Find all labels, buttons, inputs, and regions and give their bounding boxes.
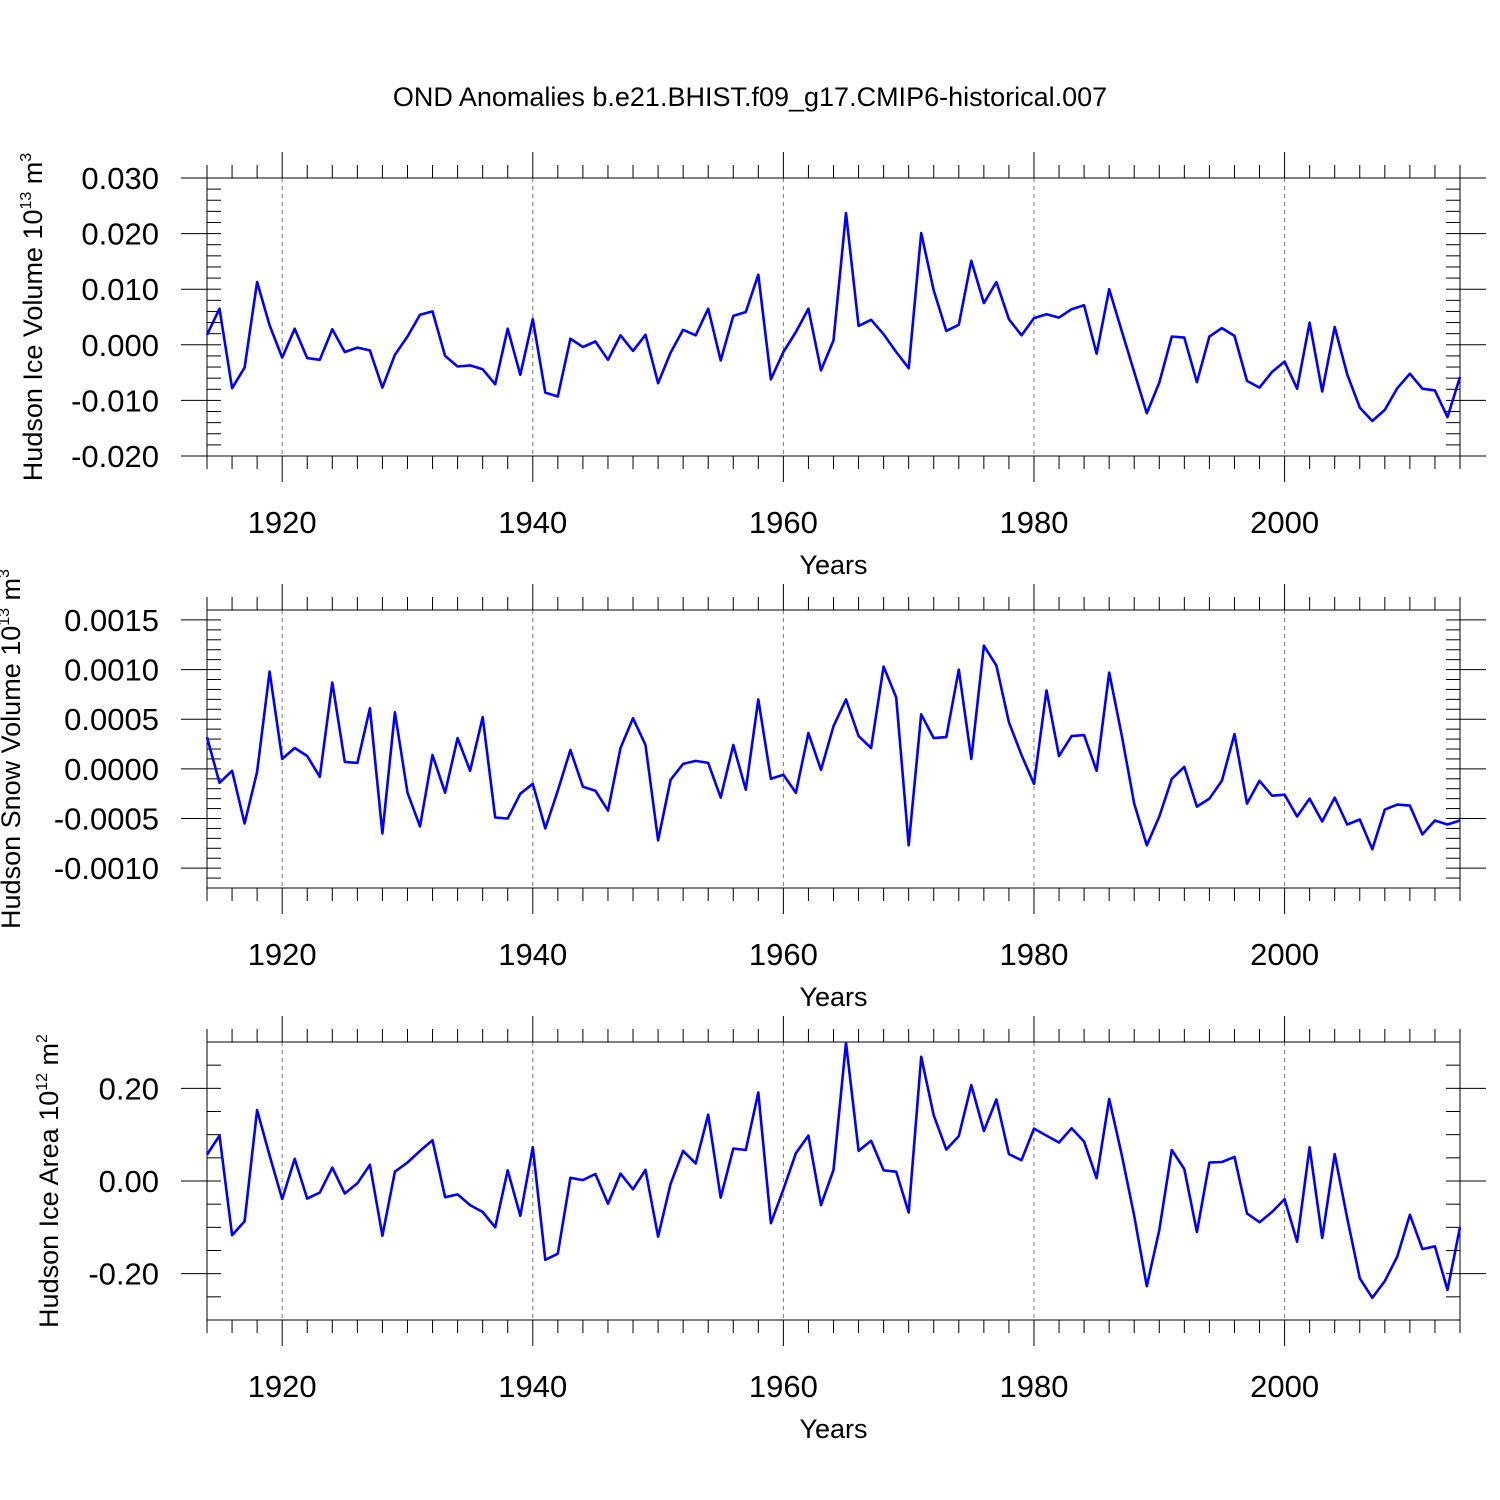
x-tick-label: 1960 (749, 1369, 818, 1404)
panel-snow-volume: 1920 1940 1960 1980 2000 Years -0.0010 -0.0005 0… (0, 569, 1486, 1012)
x-tick-label: 2000 (1250, 1369, 1319, 1404)
y-axis-label-unit: m (0, 578, 26, 608)
y-tick-label: 0.020 (81, 217, 159, 252)
y-tick-label: 0.000 (81, 328, 159, 363)
x-axis-label: Years (799, 550, 867, 580)
y-tick-label: -0.020 (71, 439, 159, 474)
y-axis-label: Hudson Snow Volume 1013 m3 (0, 569, 26, 929)
y-tick-label: 0.030 (81, 161, 159, 196)
y-axis-label-unit-exponent: 2 (34, 1034, 51, 1043)
x-tick-label: 2000 (1250, 937, 1319, 972)
y-axis-label-exponent: 12 (34, 1073, 51, 1091)
x-axis-label: Years (799, 1414, 867, 1444)
x-tick-label: 1940 (498, 937, 567, 972)
x-axis-label: Years (799, 982, 867, 1012)
y-axis-label-main: Hudson Snow Volume 10 (0, 626, 26, 929)
y-tick-label: 0.0000 (64, 752, 159, 787)
y-tick-label: -0.0010 (54, 851, 159, 886)
x-tick-label: 1980 (999, 1369, 1068, 1404)
y-axis-label-unit-exponent: 3 (18, 153, 35, 162)
y-axis-label: Hudson Ice Area 1012 m2 (34, 1034, 64, 1328)
y-tick-label: 0.0010 (64, 653, 159, 688)
x-tick-label: 1980 (999, 937, 1068, 972)
panel-ice-volume: 1920 1940 1960 1980 2000 Years -0.020 -0.010 0.0… (18, 152, 1486, 580)
y-tick-label: -0.0005 (54, 802, 159, 837)
y-axis-label-unit: m (34, 1043, 64, 1073)
y-tick-label: -0.20 (88, 1257, 159, 1292)
y-tick-label: -0.010 (71, 383, 159, 418)
y-axis-label-exponent: 13 (0, 608, 13, 626)
y-tick-label: 0.00 (99, 1164, 159, 1199)
x-tick-label: 1980 (999, 505, 1068, 540)
y-axis-label-unit: m (18, 162, 48, 192)
x-tick-label: 2000 (1250, 505, 1319, 540)
y-axis-label-main: Hudson Ice Volume 10 (18, 210, 48, 482)
x-tick-label: 1960 (749, 937, 818, 972)
y-tick-label: 0.20 (99, 1071, 159, 1106)
y-tick-label: 0.010 (81, 272, 159, 307)
x-tick-label: 1920 (248, 1369, 317, 1404)
x-tick-label: 1960 (749, 505, 818, 540)
x-tick-label: 1920 (248, 505, 317, 540)
panel-ice-area: 1920 1940 1960 1980 2000 Years -0.20 0.00 0.20 Hu… (34, 1016, 1486, 1444)
y-tick-label: 0.0015 (64, 603, 159, 638)
series-line-snow-volume (205, 644, 1461, 851)
y-tick-label: 0.0005 (64, 702, 159, 737)
y-axis-label: Hudson Ice Volume 1013 m3 (18, 153, 48, 481)
series-line-ice-volume (205, 211, 1462, 423)
y-axis-label-exponent: 13 (18, 192, 35, 210)
x-tick-label: 1940 (498, 1369, 567, 1404)
series-line-ice-area (205, 1041, 1462, 1300)
x-tick-label: 1940 (498, 505, 567, 540)
y-axis-label-main: Hudson Ice Area 10 (34, 1091, 64, 1328)
chart-title: OND Anomalies b.e21.BHIST.f09_g17.CMIP6-… (393, 82, 1107, 112)
x-tick-label: 1920 (248, 937, 317, 972)
y-axis-label-unit-exponent: 3 (0, 569, 13, 578)
